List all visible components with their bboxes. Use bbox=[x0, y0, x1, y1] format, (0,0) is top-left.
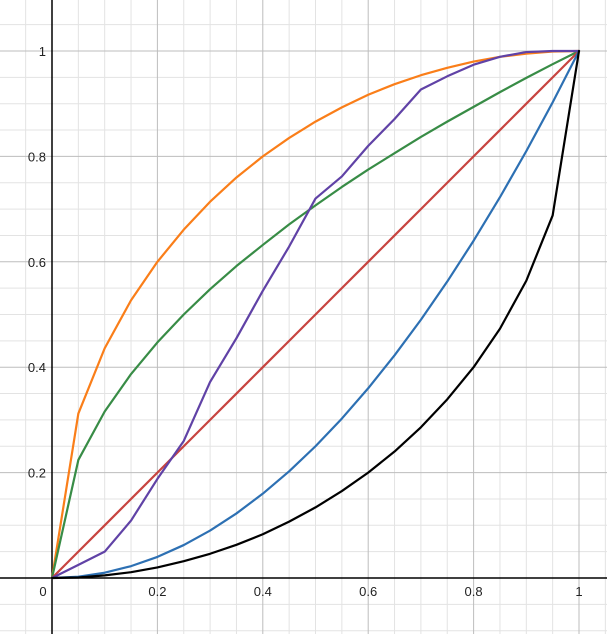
x-tick-label: 0.8 bbox=[465, 584, 483, 599]
y-tick-label: 0.2 bbox=[28, 466, 46, 481]
y-tick-label: 0.4 bbox=[28, 360, 46, 375]
series-lines bbox=[50, 49, 581, 580]
series-line-6 bbox=[50, 49, 581, 580]
tick-labels: 0 0.2 0.4 0.6 0.8 1 0.2 0.4 0.6 0.8 1 bbox=[28, 44, 583, 599]
x-tick-label: 0 bbox=[39, 584, 46, 599]
x-tick-label: 0.2 bbox=[148, 584, 166, 599]
x-tick-label: 0.4 bbox=[254, 584, 272, 599]
series-line-4 bbox=[50, 49, 581, 580]
series-line-5 bbox=[50, 49, 581, 580]
series-line-3 bbox=[50, 49, 581, 580]
series-line-2 bbox=[50, 49, 581, 580]
y-tick-label: 0.8 bbox=[28, 149, 46, 164]
y-tick-label: 0.6 bbox=[28, 255, 46, 270]
y-tick-label: 1 bbox=[39, 44, 46, 59]
x-tick-label: 1 bbox=[575, 584, 582, 599]
x-tick-label: 0.6 bbox=[359, 584, 377, 599]
